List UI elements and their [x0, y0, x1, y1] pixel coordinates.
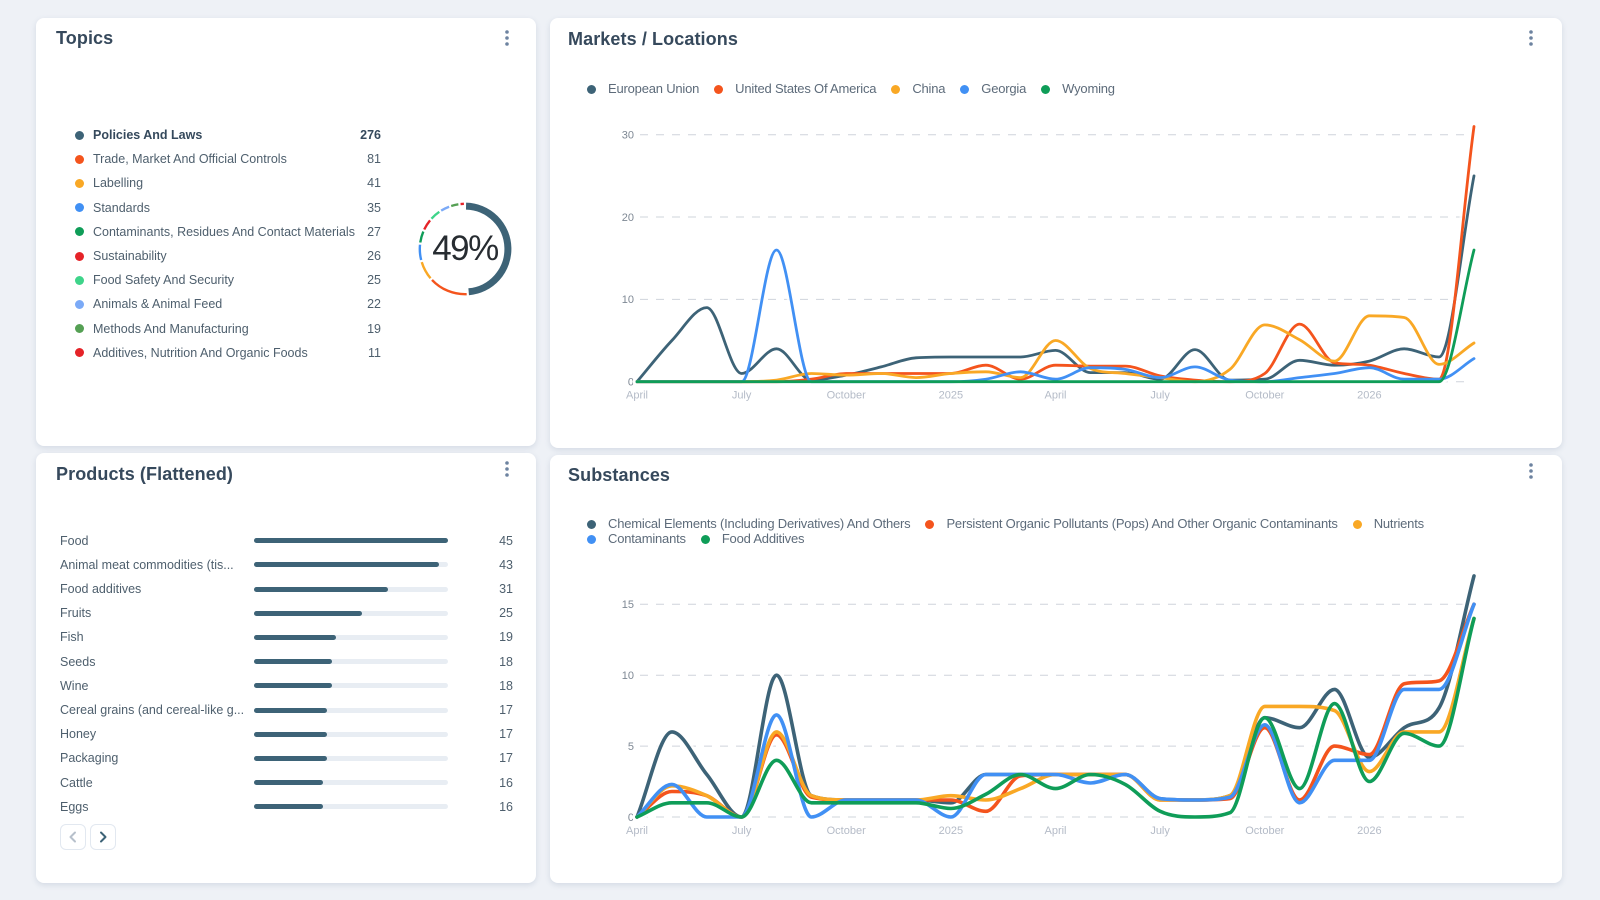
svg-text:July: July	[1150, 390, 1170, 402]
svg-text:2026: 2026	[1357, 825, 1381, 837]
svg-text:July: July	[732, 825, 752, 837]
svg-text:2025: 2025	[939, 390, 963, 402]
svg-text:April: April	[626, 390, 648, 402]
svg-text:October: October	[827, 825, 866, 837]
svg-text:April: April	[626, 825, 648, 837]
svg-text:0: 0	[628, 377, 634, 389]
svg-text:April: April	[1044, 390, 1066, 402]
svg-text:20: 20	[622, 212, 634, 224]
svg-text:0: 0	[628, 812, 634, 824]
svg-text:5: 5	[628, 741, 634, 753]
svg-text:October: October	[1245, 825, 1284, 837]
svg-text:2025: 2025	[939, 825, 963, 837]
svg-text:April: April	[1044, 825, 1066, 837]
svg-text:10: 10	[622, 294, 634, 306]
svg-text:15: 15	[622, 599, 634, 611]
svg-text:30: 30	[622, 130, 634, 142]
svg-text:July: July	[732, 390, 752, 402]
svg-text:July: July	[1150, 825, 1170, 837]
svg-text:October: October	[827, 390, 866, 402]
svg-text:10: 10	[622, 670, 634, 682]
svg-text:2026: 2026	[1357, 390, 1381, 402]
svg-text:October: October	[1245, 390, 1284, 402]
